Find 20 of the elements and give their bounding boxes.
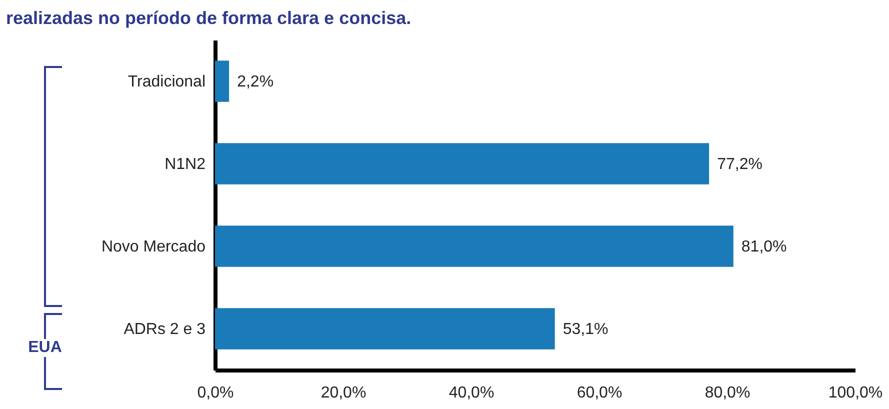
x-tick-label: 40,0% — [448, 384, 494, 402]
y-tick-label: N1N2 — [164, 156, 206, 173]
text: EUA — [20, 339, 70, 358]
y-tick-label: Tradicional — [128, 73, 206, 90]
x-tick-label: 60,0% — [576, 384, 622, 402]
bar — [215, 143, 710, 184]
data-label: 77,2% — [717, 156, 762, 173]
x-tick-label: 20,0% — [320, 384, 366, 402]
y-tick-label: Novo Mercado — [101, 238, 206, 256]
data-label: 53,1% — [562, 320, 608, 338]
x-tick-label: 80,0% — [704, 384, 750, 402]
data-label: 2,2% — [237, 73, 274, 90]
x-tick-label: 100,0% — [828, 384, 883, 402]
x-tick-label: 0,0% — [197, 384, 234, 402]
y-tick-label: ADRs 2 e 3 — [124, 320, 206, 338]
bar — [215, 308, 555, 350]
chart-title: realizadas no período de forma clara e concisa. — [6, 8, 412, 28]
bar — [215, 226, 734, 267]
data-label: 81,0% — [741, 238, 787, 256]
bar — [215, 60, 230, 102]
